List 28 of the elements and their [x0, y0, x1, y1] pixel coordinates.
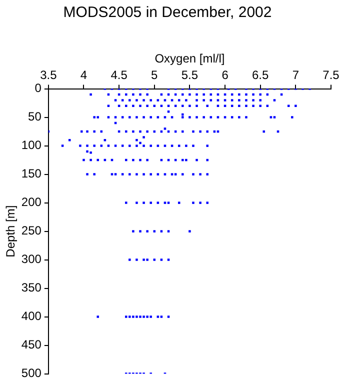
x-tick-label: 5.5: [181, 68, 198, 82]
x-tick-label: 7: [292, 68, 300, 82]
x-axis-title: Oxygen [ml/l]: [154, 52, 225, 66]
y-tick-label: 300: [21, 252, 42, 266]
x-tick-label: 6: [222, 68, 229, 82]
y-tick-label: 500: [21, 366, 42, 380]
y-tick-label: 200: [21, 195, 42, 210]
chart-title: MODS2005 in December, 2002: [63, 4, 272, 22]
y-tick-label: 100: [21, 138, 42, 152]
x-tick-label: 4: [80, 68, 88, 82]
point: [96, 158, 100, 162]
y-axis-title: Depth [m]: [4, 205, 18, 258]
y-tick-label: 450: [21, 338, 42, 352]
point: [206, 104, 209, 108]
y-tick-label: 0: [34, 81, 42, 96]
point: [80, 130, 83, 133]
x-tick-label: 4.5: [110, 68, 128, 82]
x-tick-label: 7.5: [322, 68, 340, 82]
point: [206, 130, 209, 133]
point: [206, 158, 209, 162]
y-tick-label: 150: [21, 166, 42, 181]
y-tick-label: 350: [21, 280, 42, 295]
x-tick-label: 6.5: [252, 68, 270, 82]
y-tick-label: 400: [21, 309, 42, 324]
x-tick-label: 5: [151, 68, 158, 82]
x-tick-label: 3.5: [40, 68, 58, 82]
y-tick-label: 50: [28, 110, 42, 124]
y-tick-label: 250: [21, 224, 42, 238]
